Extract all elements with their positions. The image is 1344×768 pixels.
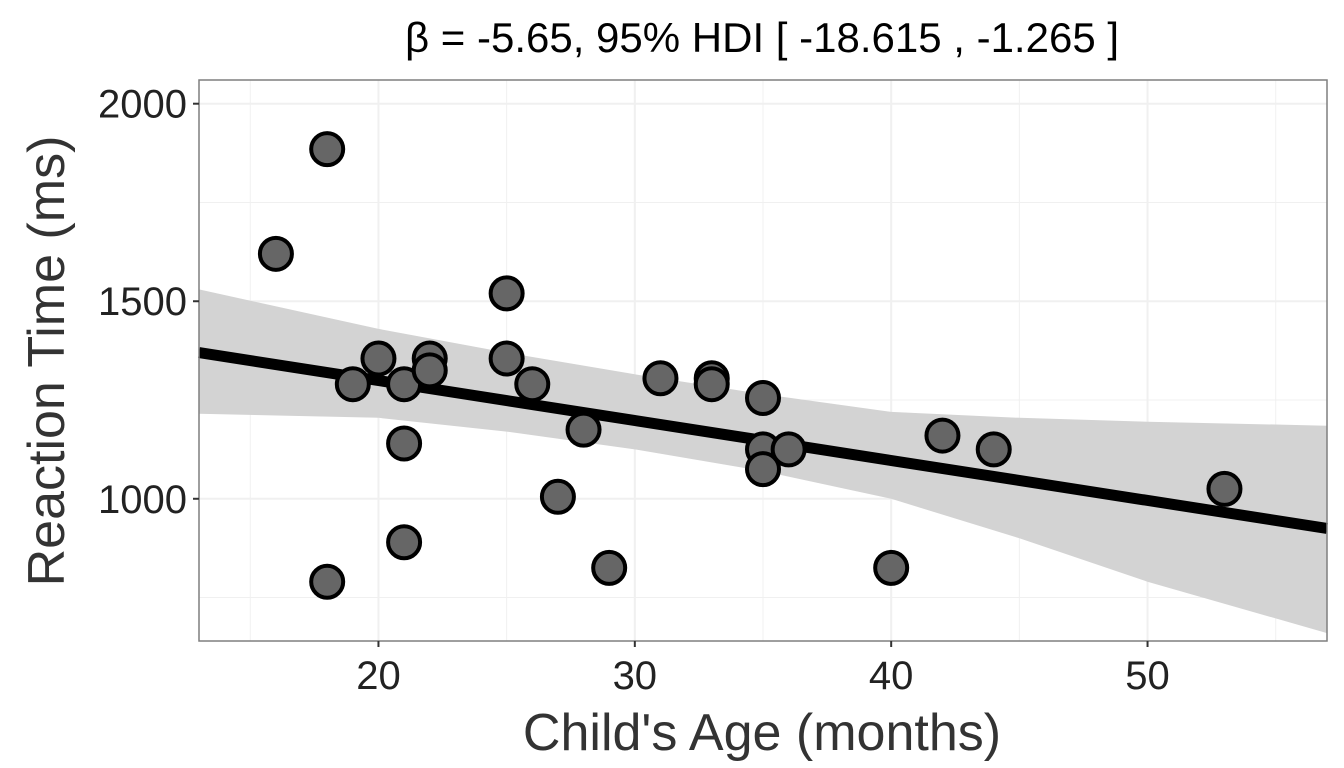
panel-border [198, 79, 1328, 642]
y-tick-label: 1500 [98, 280, 187, 324]
data-point [386, 524, 423, 561]
data-point [873, 549, 910, 586]
data-point [745, 380, 781, 417]
data-point [488, 275, 525, 312]
data-point [642, 360, 679, 397]
data-point [591, 549, 628, 586]
data-point [1206, 470, 1243, 507]
data-point [257, 235, 294, 272]
axis-ticks: 20 30 40 50 1000 1500 2000 [98, 83, 1170, 698]
x-tick-label: 40 [869, 654, 914, 698]
data-points [257, 131, 1243, 600]
y-tick-label: 1000 [98, 478, 187, 522]
x-tick-label: 30 [613, 654, 658, 698]
data-point [565, 411, 602, 448]
data-point [770, 431, 807, 468]
data-point [386, 425, 423, 462]
x-tick-label: 20 [356, 654, 401, 698]
data-point [360, 340, 397, 377]
chart-title: β = -5.65, 95% HDI [ -18.615 , -1.265 ] [405, 14, 1119, 61]
x-axis-title: Child's Age (months) [523, 704, 1001, 762]
data-point [924, 417, 961, 454]
data-point [539, 478, 576, 515]
y-axis-title: Reaction Time (ms) [18, 136, 76, 587]
data-point [693, 366, 730, 403]
data-point [514, 366, 551, 403]
data-point [975, 431, 1012, 468]
data-point [411, 352, 448, 389]
data-point [309, 131, 346, 168]
data-point [745, 451, 781, 488]
y-tick-label: 2000 [98, 83, 187, 127]
data-point [334, 366, 371, 403]
data-point [309, 563, 346, 600]
x-tick-label: 50 [1125, 654, 1170, 698]
data-point [488, 340, 525, 377]
